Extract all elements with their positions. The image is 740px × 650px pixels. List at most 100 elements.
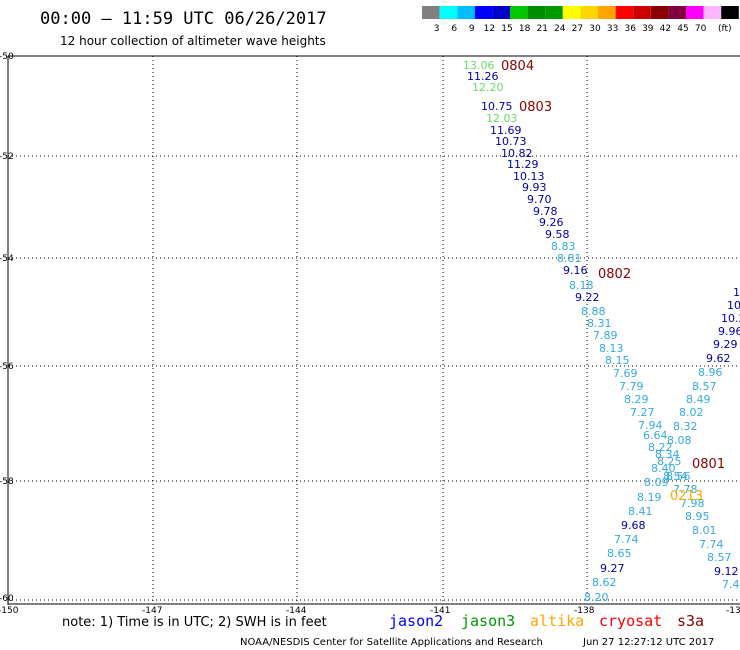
wave-height-label: 7.79 bbox=[619, 380, 644, 393]
wave-height-label: 13.06 bbox=[463, 59, 495, 72]
color-scale-swatch bbox=[633, 6, 651, 19]
color-scale-label: 39 bbox=[642, 24, 654, 34]
color-scale-swatch bbox=[668, 6, 686, 19]
wave-height-label: 8.57 bbox=[692, 380, 717, 393]
wave-height-label: 9.93 bbox=[522, 181, 547, 194]
wave-height-label: 12.20 bbox=[472, 81, 504, 94]
wave-height-label: 8.40 bbox=[651, 462, 676, 475]
lon-tick-label: -147 bbox=[142, 606, 162, 616]
color-scale-swatch bbox=[562, 6, 581, 19]
wave-height-label: 7.69 bbox=[613, 367, 638, 380]
footer-note: note: 1) Time is in UTC; 2) SWH is in fe… bbox=[62, 615, 327, 630]
lon-tick-label: -138 bbox=[574, 606, 595, 616]
legend-jason2: jason2 bbox=[389, 612, 443, 630]
wave-height-label: 9.16 bbox=[563, 264, 588, 277]
map-subtitle: 12 hour collection of altimeter wave hei… bbox=[60, 34, 326, 48]
wave-height-label: 8.29 bbox=[624, 393, 649, 406]
color-scale-label: 18 bbox=[519, 24, 531, 34]
color-scale-label: 3 bbox=[434, 24, 440, 34]
wave-height-label: 8.01 bbox=[692, 524, 717, 537]
wave-height-label: 9.70 bbox=[527, 193, 552, 206]
wave-height-label: 8.56 bbox=[666, 470, 691, 483]
track-2: 8.83 8.81 9.16 8.18 9.22 8.88 8.31 7.89 … bbox=[551, 240, 688, 604]
wave-height-label: 8.22 bbox=[648, 441, 673, 454]
track-3: 10 10 10.2 9.96 9.29 9.62 8.96 8.57 8.49… bbox=[666, 286, 740, 591]
color-scale-unit: (ft) bbox=[718, 24, 732, 34]
wave-height-label: 7.74 bbox=[699, 538, 724, 551]
color-scale-swatch bbox=[650, 6, 669, 19]
wave-height-label: 8.96 bbox=[698, 366, 723, 379]
color-scale-swatch bbox=[598, 6, 616, 19]
wave-height-label: 8.15 bbox=[605, 354, 630, 367]
wave-height-label: 7.4 bbox=[722, 578, 740, 591]
map-title: 00:00 – 11:59 UTC 06/26/2017 bbox=[40, 9, 327, 29]
legend-jason3: jason3 bbox=[461, 612, 515, 630]
wave-height-label: 8.34 bbox=[655, 448, 680, 461]
lon-tick-label: -141 bbox=[430, 606, 450, 616]
wave-height-label: 8.49 bbox=[686, 393, 711, 406]
lat-tick-label: -56 bbox=[0, 362, 14, 372]
color-scale-swatch bbox=[422, 6, 440, 19]
wave-height-label: 9.27 bbox=[600, 562, 625, 575]
color-scale-swatch bbox=[510, 6, 528, 19]
color-scale-swatch bbox=[686, 6, 704, 19]
wave-height-label: 10 bbox=[733, 286, 740, 299]
wave-height-label: 8.41 bbox=[628, 505, 653, 518]
wave-height-label: 8.57 bbox=[707, 551, 732, 564]
footer-credit: NOAA/NESDIS Center for Satellite Applica… bbox=[240, 637, 543, 648]
lat-tick-label: -52 bbox=[0, 152, 14, 162]
lat-tick-label: -58 bbox=[0, 477, 14, 487]
wave-height-label: 7.78 bbox=[673, 483, 698, 496]
wave-height-label: 11.69 bbox=[490, 124, 522, 137]
color-scale-label: 9 bbox=[469, 24, 475, 34]
color-scale-label: 36 bbox=[624, 24, 636, 34]
color-scale-label: 12 bbox=[484, 24, 495, 34]
wave-height-label: 8.20 bbox=[584, 591, 609, 604]
lat-tick-label: -50 bbox=[0, 52, 14, 62]
wave-height-label: 8.65 bbox=[607, 547, 632, 560]
color-scale-swatch bbox=[492, 6, 510, 19]
wave-height-label: 9.22 bbox=[575, 291, 600, 304]
wave-height-label: 8.54 bbox=[663, 470, 688, 483]
color-scale-label: 45 bbox=[677, 24, 688, 34]
color-scale-label: 33 bbox=[607, 24, 618, 34]
wave-height-label: 10.73 bbox=[495, 135, 527, 148]
wave-height-label: 8.08 bbox=[667, 434, 692, 447]
color-scale-swatch bbox=[703, 6, 722, 19]
wave-height-label: 8.32 bbox=[673, 420, 698, 433]
wave-height-label: 12.03 bbox=[486, 112, 518, 125]
pass-label: 0803 bbox=[519, 100, 552, 115]
wave-height-label: 7.89 bbox=[593, 329, 618, 342]
lon-tick-label: -144 bbox=[286, 606, 307, 616]
color-scale-label: 24 bbox=[554, 24, 566, 34]
legend-cryosat: cryosat bbox=[599, 612, 662, 630]
color-scale-swatch bbox=[545, 6, 563, 19]
wave-height-label: 10.2 bbox=[721, 312, 740, 325]
pass-label: 0804 bbox=[501, 59, 534, 74]
color-scale-swatch bbox=[580, 6, 598, 19]
wave-height-label: 9.12 bbox=[714, 565, 739, 578]
color-scale-label: 30 bbox=[589, 24, 601, 34]
color-scale: 3 6 9 12 15 18 21 24 27 30 33 36 39 42 45 70 (ft) bbox=[422, 6, 739, 34]
wave-height-label: 8.25 bbox=[657, 455, 682, 468]
lat-tick-label: -54 bbox=[0, 254, 14, 264]
pass-label: 0802 bbox=[598, 267, 631, 282]
color-scale-swatch bbox=[457, 6, 475, 19]
color-scale-swatch bbox=[474, 6, 493, 19]
wave-height-label: 10 bbox=[727, 299, 740, 312]
wave-height-label: 9.26 bbox=[539, 216, 564, 229]
wave-height-label: 10.82 bbox=[501, 147, 533, 160]
wave-height-label: 7.94 bbox=[638, 419, 663, 432]
wave-height-label: 8.83 bbox=[551, 240, 576, 253]
color-scale-label: 27 bbox=[572, 24, 583, 34]
wave-height-label: 8.81 bbox=[557, 252, 582, 265]
wave-height-label: 8.09 bbox=[644, 476, 669, 489]
color-scale-label: 42 bbox=[660, 24, 671, 34]
lon-tick-label: -13 bbox=[726, 606, 740, 616]
wave-height-label: 8.95 bbox=[685, 510, 710, 523]
wave-height-label: 9.29 bbox=[713, 338, 738, 351]
track-1: 13.06 11.26 12.20 10.75 12.03 11.69 10.7… bbox=[463, 59, 570, 241]
color-scale-swatch bbox=[527, 6, 546, 19]
